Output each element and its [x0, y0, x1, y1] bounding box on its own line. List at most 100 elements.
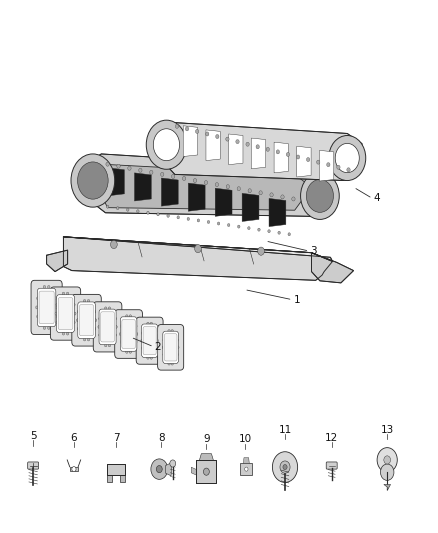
FancyBboxPatch shape — [57, 295, 74, 333]
Circle shape — [126, 350, 128, 353]
Circle shape — [91, 303, 93, 306]
Circle shape — [141, 332, 144, 335]
Text: 11: 11 — [279, 425, 292, 435]
Circle shape — [306, 180, 333, 212]
Polygon shape — [134, 173, 151, 201]
Polygon shape — [196, 461, 216, 483]
Text: 1: 1 — [293, 295, 300, 305]
Circle shape — [185, 127, 189, 131]
Circle shape — [139, 168, 142, 172]
Circle shape — [317, 160, 320, 164]
Circle shape — [163, 353, 166, 356]
Circle shape — [135, 333, 138, 336]
Circle shape — [226, 137, 229, 141]
Text: 7: 7 — [113, 433, 119, 443]
Circle shape — [237, 225, 240, 228]
FancyBboxPatch shape — [163, 331, 179, 364]
Circle shape — [114, 317, 117, 320]
Circle shape — [39, 322, 42, 325]
Circle shape — [108, 344, 111, 347]
FancyBboxPatch shape — [31, 280, 62, 335]
Circle shape — [43, 326, 46, 329]
Circle shape — [384, 456, 391, 464]
Circle shape — [147, 211, 149, 214]
Circle shape — [80, 334, 82, 337]
Circle shape — [93, 327, 96, 330]
Circle shape — [288, 233, 290, 236]
Circle shape — [153, 353, 155, 356]
Circle shape — [205, 132, 209, 136]
Text: 10: 10 — [239, 434, 252, 445]
Circle shape — [134, 341, 137, 343]
FancyBboxPatch shape — [99, 309, 116, 345]
Circle shape — [51, 322, 54, 325]
Circle shape — [270, 193, 273, 197]
Circle shape — [177, 346, 179, 349]
Circle shape — [66, 292, 69, 295]
Circle shape — [43, 286, 46, 288]
Circle shape — [129, 350, 132, 353]
Circle shape — [106, 162, 109, 166]
Polygon shape — [319, 150, 334, 181]
Text: 6: 6 — [71, 433, 77, 443]
Polygon shape — [251, 138, 266, 169]
Circle shape — [59, 328, 61, 331]
Circle shape — [266, 147, 269, 151]
Circle shape — [122, 318, 125, 321]
Circle shape — [101, 311, 104, 313]
Circle shape — [256, 145, 259, 149]
Circle shape — [146, 120, 187, 169]
FancyBboxPatch shape — [28, 462, 39, 469]
Circle shape — [168, 362, 170, 365]
FancyBboxPatch shape — [58, 297, 73, 329]
Circle shape — [150, 356, 152, 359]
Circle shape — [163, 338, 166, 342]
Circle shape — [47, 286, 50, 288]
Circle shape — [141, 339, 143, 342]
Circle shape — [167, 214, 170, 217]
Circle shape — [78, 162, 108, 199]
Circle shape — [248, 189, 251, 193]
Circle shape — [157, 213, 159, 216]
Circle shape — [126, 315, 128, 318]
Circle shape — [215, 183, 219, 187]
Polygon shape — [229, 134, 243, 165]
FancyBboxPatch shape — [143, 327, 156, 355]
Circle shape — [171, 362, 173, 365]
Text: 12: 12 — [325, 433, 338, 443]
Polygon shape — [269, 198, 286, 227]
Circle shape — [150, 171, 153, 174]
Polygon shape — [120, 474, 125, 482]
Circle shape — [87, 338, 90, 341]
Polygon shape — [311, 253, 353, 283]
Circle shape — [194, 245, 201, 253]
FancyBboxPatch shape — [141, 324, 158, 357]
Circle shape — [165, 333, 167, 336]
Polygon shape — [166, 463, 172, 476]
Circle shape — [87, 300, 90, 303]
Circle shape — [98, 325, 100, 328]
Circle shape — [104, 307, 107, 310]
Circle shape — [381, 464, 394, 480]
Circle shape — [172, 174, 175, 179]
Circle shape — [144, 326, 146, 329]
Circle shape — [132, 346, 135, 350]
Circle shape — [47, 326, 50, 329]
Circle shape — [93, 310, 96, 313]
Circle shape — [153, 326, 155, 329]
Circle shape — [129, 315, 132, 318]
Circle shape — [151, 459, 168, 479]
Circle shape — [335, 143, 359, 173]
FancyBboxPatch shape — [39, 291, 54, 324]
Circle shape — [117, 207, 119, 209]
Circle shape — [153, 129, 180, 160]
Text: 9: 9 — [203, 434, 210, 445]
FancyBboxPatch shape — [101, 312, 114, 342]
Circle shape — [207, 221, 210, 223]
FancyBboxPatch shape — [78, 302, 95, 338]
Circle shape — [141, 346, 144, 350]
Circle shape — [258, 247, 265, 255]
Circle shape — [110, 240, 117, 248]
Circle shape — [268, 230, 270, 233]
Circle shape — [182, 176, 186, 181]
